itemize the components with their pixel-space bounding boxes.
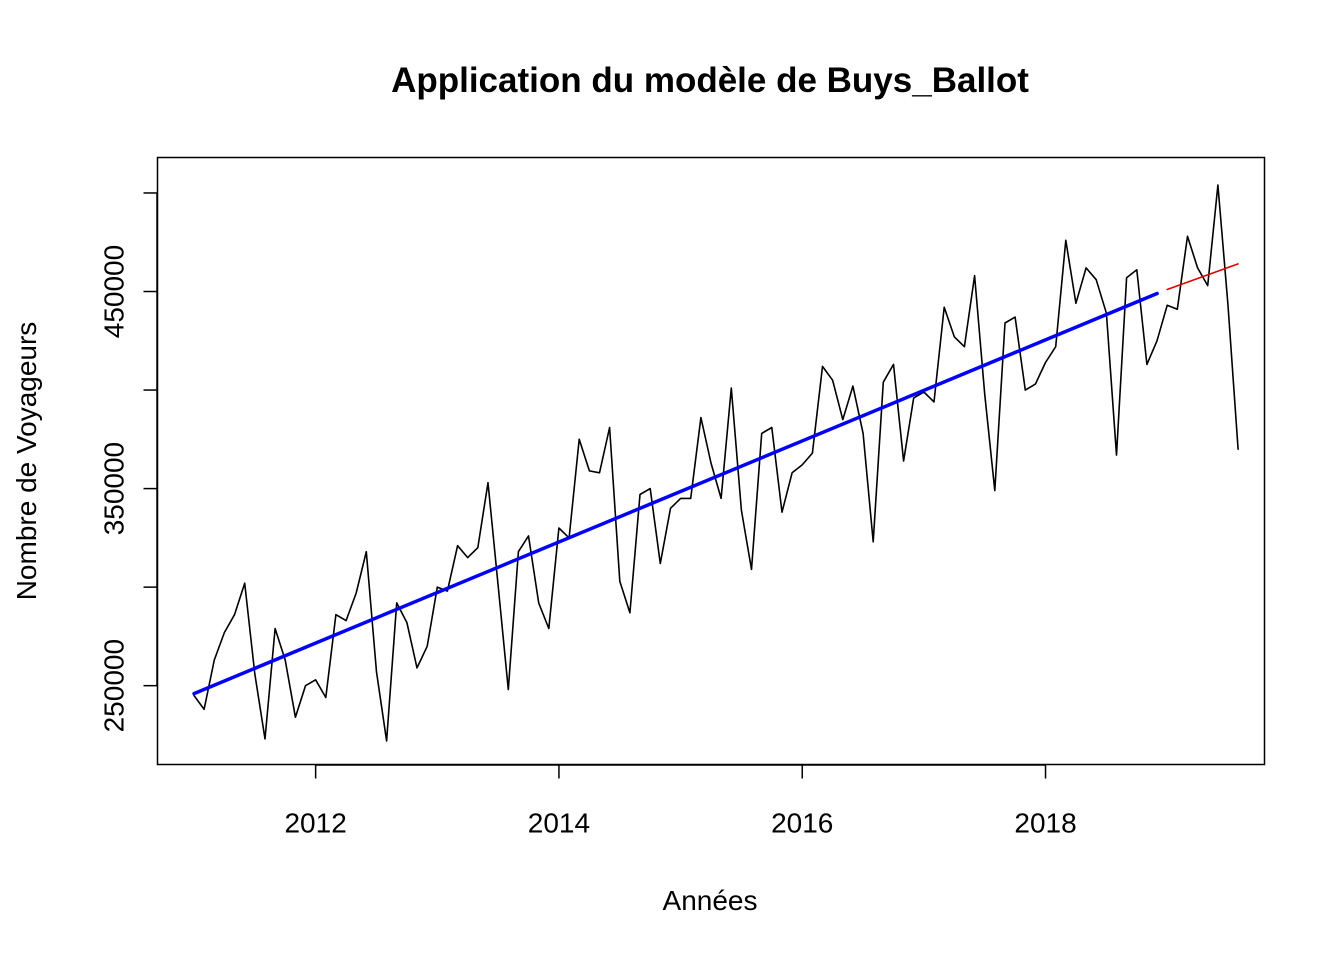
x-tick-label: 2018 (1014, 808, 1076, 839)
series-line-1 (193, 184, 1239, 742)
y-axis: 250000 350000 450000 (99, 192, 158, 732)
x-tick-label: 2012 (284, 808, 346, 839)
series-line-3 (1166, 263, 1239, 291)
x-tick-label: 2014 (528, 808, 590, 839)
x-tick-label: 2016 (771, 808, 833, 839)
y-axis-label: Nombre de Voyageurs (11, 322, 42, 601)
series-line-2 (192, 291, 1159, 696)
y-tick-label: 450000 (99, 245, 130, 338)
chart-title: Application du modèle de Buys_Ballot (391, 61, 1029, 100)
y-tick-label: 250000 (99, 639, 130, 732)
y-tick-label: 350000 (99, 442, 130, 535)
series-layer (192, 184, 1239, 742)
x-axis: 2012 2014 2016 2018 (284, 764, 1077, 839)
x-axis-label: Années (663, 885, 758, 916)
